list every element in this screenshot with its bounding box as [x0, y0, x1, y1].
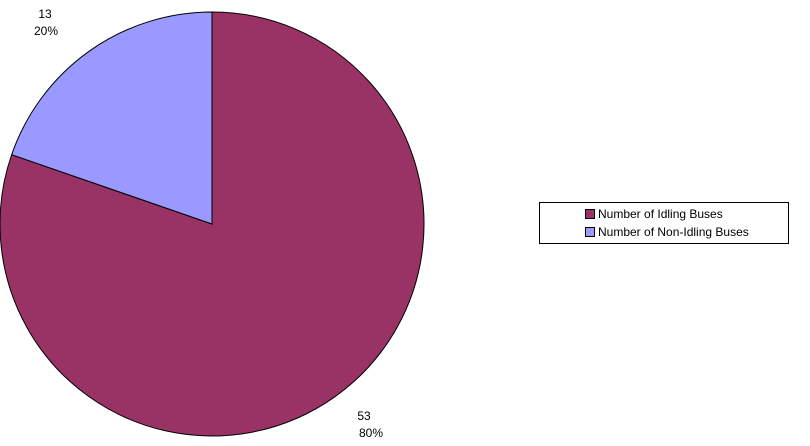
legend-label-idling: Number of Idling Buses: [598, 207, 723, 221]
slice-label-percent-1: 20%: [34, 24, 58, 38]
legend-swatch-non-idling: [585, 227, 595, 237]
slice-label-value-1: 13: [38, 7, 52, 21]
legend-item-non-idling: Number of Non-Idling Buses: [585, 224, 749, 240]
legend-item-idling: Number of Idling Buses: [585, 206, 723, 222]
legend-label-non-idling: Number of Non-Idling Buses: [598, 225, 749, 239]
slice-label-value-0: 53: [357, 409, 371, 423]
chart-legend: Number of Idling Buses Number of Non-Idl…: [539, 202, 789, 244]
pie-slice-idling: [0, 11, 425, 437]
legend-swatch-idling: [585, 209, 595, 219]
pie-slice-non-idling: [11, 11, 213, 225]
pie-slices: [0, 11, 425, 437]
slice-label-percent-0: 80%: [359, 426, 383, 440]
